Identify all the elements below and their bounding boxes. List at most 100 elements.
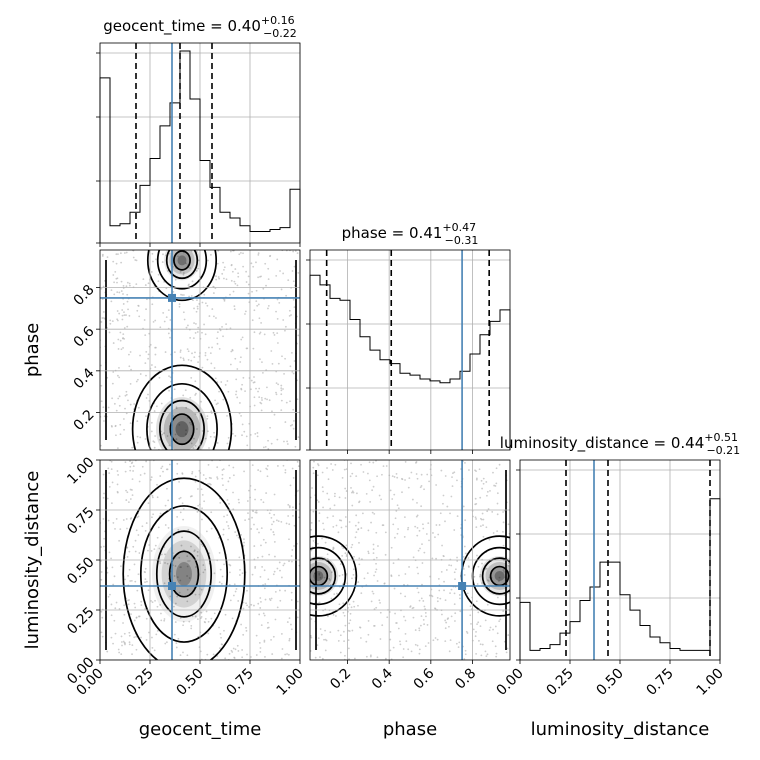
sample-point (226, 514, 229, 517)
sample-point (207, 346, 210, 349)
sample-point (424, 612, 427, 614)
sample-point (217, 276, 220, 278)
sample-point (440, 570, 443, 573)
sample-point (153, 446, 156, 449)
sample-point (372, 543, 375, 546)
sample-point (410, 471, 413, 474)
sample-point (168, 252, 171, 255)
sample-point (128, 282, 131, 285)
sample-point (353, 555, 355, 558)
sample-point (259, 647, 262, 649)
title-minus: −0.22 (263, 27, 297, 40)
sample-point (120, 565, 122, 568)
sample-point (123, 327, 126, 329)
sample-point (261, 361, 263, 364)
sample-point (372, 461, 375, 464)
sample-point (275, 274, 278, 277)
sample-point (322, 522, 324, 525)
sample-point (161, 433, 164, 436)
sample-point (120, 653, 123, 656)
sample-point (174, 433, 177, 436)
sample-point (159, 326, 162, 329)
sample-point (425, 533, 428, 535)
sample-point (102, 406, 105, 409)
sample-point (236, 396, 239, 399)
sample-point (449, 592, 451, 595)
sample-point (271, 523, 273, 526)
sample-point (187, 350, 190, 353)
sample-point (232, 594, 235, 597)
title-main: luminosity_distance = 0.44 (500, 434, 704, 453)
sample-point (186, 600, 189, 603)
sample-point (287, 279, 290, 282)
sample-point (195, 392, 197, 395)
sample-point (123, 311, 125, 314)
sample-point (100, 384, 103, 387)
sample-point (138, 480, 141, 483)
sample-point (291, 370, 294, 373)
sample-point (124, 407, 126, 410)
sample-point (128, 634, 131, 637)
sample-point (494, 645, 497, 648)
sample-point (241, 423, 244, 426)
sample-point (294, 445, 297, 448)
sample-point (313, 460, 315, 463)
sample-point (182, 294, 185, 296)
sample-point (134, 550, 137, 553)
sample-point (128, 365, 131, 368)
sample-point (454, 620, 456, 622)
sample-point (256, 528, 259, 531)
sample-point (102, 473, 105, 476)
sample-point (463, 545, 466, 548)
sample-point (147, 353, 150, 356)
sample-point (385, 465, 388, 467)
sample-point (137, 534, 140, 536)
sample-point (397, 507, 400, 510)
sample-point (206, 415, 209, 418)
sample-point (264, 541, 267, 544)
sample-point (213, 367, 216, 369)
sample-point (439, 512, 442, 515)
sample-point (114, 425, 117, 428)
sample-point (359, 626, 361, 629)
sample-point (267, 307, 269, 310)
sample-point (123, 641, 126, 644)
sample-point (480, 518, 483, 521)
sample-point (144, 529, 147, 532)
sample-point (147, 502, 150, 505)
sample-point (208, 482, 211, 485)
sample-point (367, 620, 370, 622)
sample-point (293, 265, 296, 268)
sample-point (164, 351, 167, 353)
sample-point (357, 604, 359, 607)
sample-point (507, 523, 510, 526)
sample-point (368, 461, 371, 464)
sample-point (451, 476, 453, 479)
sample-point (128, 641, 131, 644)
sample-point (222, 261, 225, 264)
sample-point (416, 501, 418, 504)
sample-point (414, 643, 417, 646)
sample-point (352, 574, 355, 576)
sample-point (233, 657, 236, 659)
sample-point (453, 471, 456, 474)
sample-point (267, 304, 270, 307)
sample-point (202, 564, 205, 566)
sample-point (134, 580, 137, 583)
sample-point (452, 472, 454, 475)
sample-point (424, 608, 427, 610)
sample-point (100, 571, 103, 573)
y-tick-label: 0.2 (71, 407, 98, 434)
sample-point (337, 640, 340, 642)
sample-point (291, 549, 294, 551)
sample-point (204, 302, 207, 305)
sample-point (124, 470, 127, 473)
sample-point (222, 398, 225, 401)
histogram-panel-luminosity_distance: luminosity_distance = 0.44+0.51 −0.21 (500, 431, 740, 661)
sample-point (182, 651, 184, 654)
x-tick-label: 0.50 (593, 666, 626, 699)
sample-point (110, 425, 113, 427)
sample-point (286, 653, 288, 655)
sample-point (184, 433, 187, 436)
sample-point (186, 348, 189, 351)
